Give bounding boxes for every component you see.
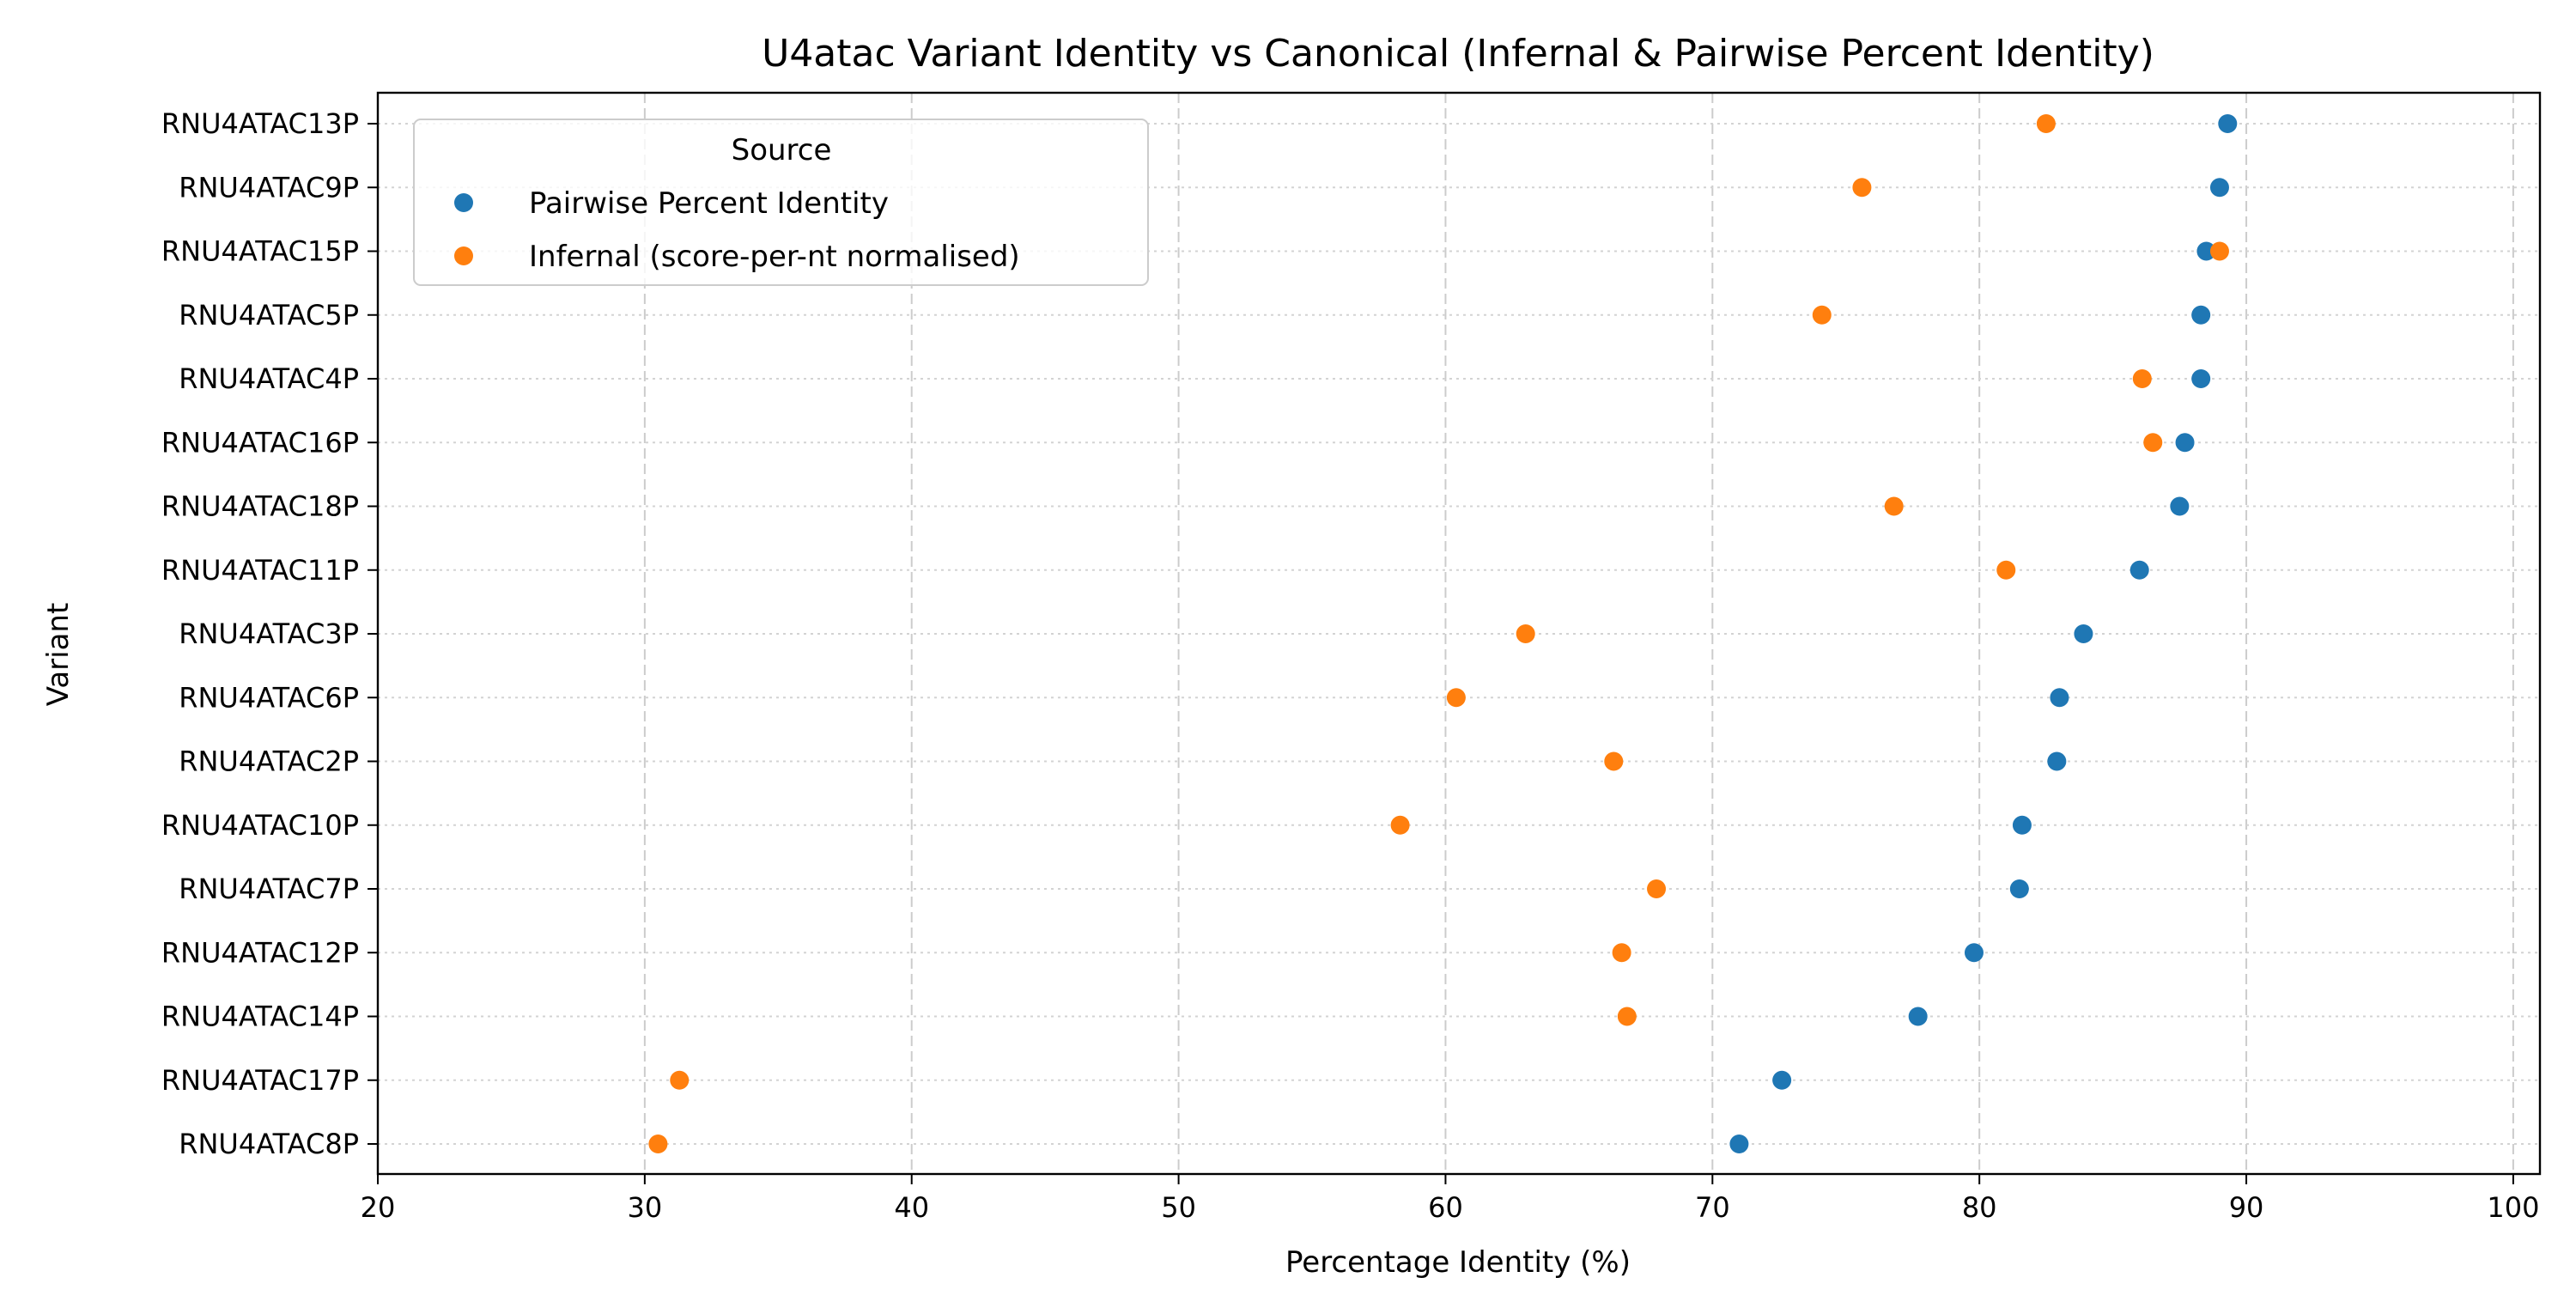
y-tick-label: RNU4ATAC6P [179,681,359,714]
data-point [1446,688,1466,708]
data-point [670,1070,690,1090]
data-point [1516,624,1535,643]
y-tick-label: RNU4ATAC17P [161,1064,359,1097]
data-point [2129,560,2149,580]
data-point [2191,305,2211,325]
y-tick-label: RNU4ATAC13P [161,107,359,140]
data-point [2175,433,2195,453]
data-point [2143,433,2163,453]
legend-marker-pairwise [454,193,473,212]
x-tick-label: 60 [1428,1191,1463,1224]
legend-label-pairwise: Pairwise Percent Identity [529,186,889,221]
x-tick-label: 20 [361,1191,396,1224]
legend-marker-infernal [454,246,473,265]
x-tick-label: 100 [2487,1191,2539,1224]
data-point [2047,751,2067,771]
data-point [1884,496,1904,516]
y-tick-label: RNU4ATAC16P [161,426,359,459]
y-tick-label: RNU4ATAC12P [161,936,359,969]
y-tick-label: RNU4ATAC9P [179,171,359,204]
y-tick-label: RNU4ATAC18P [161,490,359,523]
data-point [1617,1007,1637,1026]
data-point [2074,624,2093,643]
y-tick-label: RNU4ATAC11P [161,554,359,587]
data-point [1812,305,1832,325]
data-point [2196,241,2216,261]
x-tick-label: 80 [1962,1191,1997,1224]
data-point [1612,943,1631,963]
data-point [2209,241,2229,261]
x-tick-label: 90 [2229,1191,2264,1224]
y-tick-label: RNU4ATAC10P [161,809,359,842]
data-point [2012,815,2032,835]
y-tick-label: RNU4ATAC8P [179,1128,359,1160]
y-tick-label: RNU4ATAC15P [161,235,359,268]
data-point [1964,943,1984,963]
data-point [2132,369,2152,388]
data-point [2050,688,2069,708]
x-axis-label: Percentage Identity (%) [1285,1245,1631,1280]
data-point [2209,178,2229,198]
data-point [2036,114,2056,133]
points-layer [648,114,2238,1153]
y-axis-label: Variant [41,603,76,707]
data-point [2009,879,2029,898]
data-point [1908,1007,1928,1026]
data-point [1604,751,1624,771]
y-tick-label: RNU4ATAC3P [179,617,359,650]
legend-label-infernal: Infernal (score-per-nt normalised) [529,240,1020,274]
y-tick-label: RNU4ATAC2P [179,745,359,778]
ticks-layer: 20 30 40 50 60 70 80 90 100 RNU4ATAC13P RNU4ATAC9P… [161,107,2540,1224]
x-tick-label: 50 [1161,1191,1196,1224]
y-tick-label: RNU4ATAC7P [179,873,359,905]
data-point [1390,815,1410,835]
y-tick-label: RNU4ATAC4P [179,362,359,395]
legend-box [413,119,1149,286]
data-point [1996,560,2016,580]
series-1 [648,114,2229,1153]
chart-title: U4atac Variant Identity vs Canonical (In… [762,32,2154,76]
y-tick-label: RNU4ATAC5P [179,299,359,332]
data-point [1647,879,1667,898]
data-point [2218,114,2238,133]
legend-title: Source [732,133,832,167]
y-tick-label: RNU4ATAC14P [161,1001,359,1033]
series-0 [1729,114,2238,1153]
data-point [1852,178,1872,198]
x-tick-label: 30 [628,1191,663,1224]
data-point [648,1135,668,1153]
data-point [1729,1135,1749,1153]
x-tick-label: 70 [1695,1191,1730,1224]
data-point [1772,1070,1792,1090]
legend: Source Pairwise Percent Identity Inferna… [413,119,1149,286]
data-point [2170,496,2190,516]
data-point [2191,369,2211,388]
x-tick-label: 40 [894,1191,929,1224]
